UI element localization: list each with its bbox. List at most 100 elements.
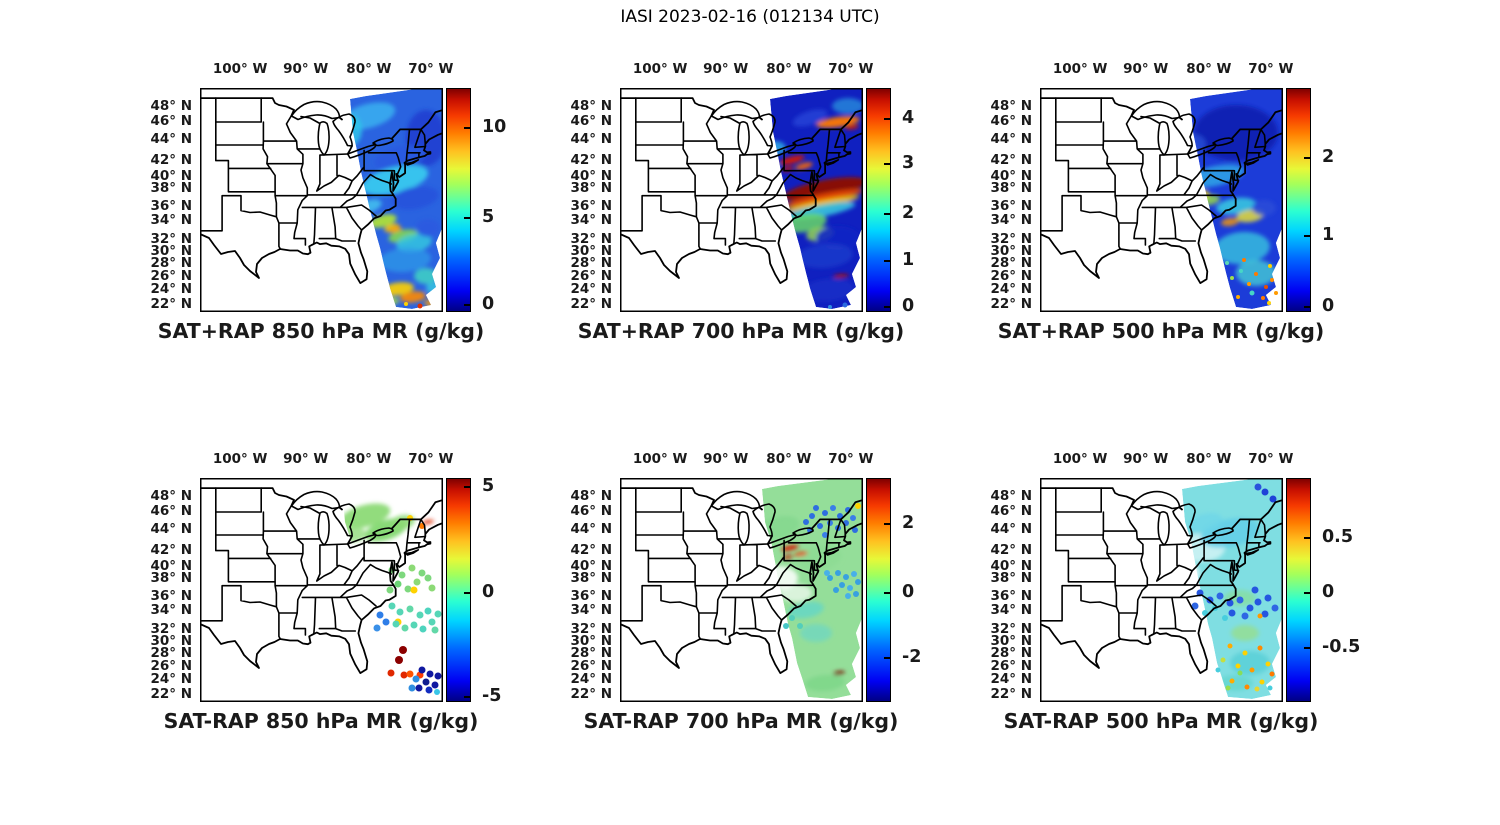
colorbar-tick-mark	[884, 522, 890, 525]
great-lake-outline	[710, 100, 761, 121]
data-dot	[396, 608, 404, 616]
data-dot	[428, 618, 436, 626]
lake-fill	[318, 121, 330, 155]
state-borders	[620, 487, 847, 640]
lat-tick-label: 48° N	[990, 97, 1032, 114]
canada-border	[620, 487, 863, 545]
lat-tick-label: 22° N	[150, 295, 192, 312]
data-dot	[398, 571, 406, 579]
data-dot	[1267, 301, 1271, 305]
great-lake-outline	[346, 143, 377, 159]
great-lake-outline	[792, 137, 814, 147]
lat-tick-label: 36° N	[990, 198, 1032, 215]
lat-tick-label: 30° N	[570, 243, 612, 260]
lat-tick-label: 28° N	[150, 644, 192, 661]
map-panel: 48° N 46° N 44° N 42° N 40° N 38° N 36° N 34° N…	[570, 61, 914, 343]
lat-tick-label: 36° N	[990, 588, 1032, 605]
data-dot	[410, 621, 418, 629]
data-dot	[415, 684, 423, 692]
data-dot	[1235, 663, 1241, 669]
data-dot	[413, 578, 421, 586]
data-dot	[1269, 495, 1277, 503]
data-dot	[418, 666, 426, 674]
axes-frame	[200, 88, 443, 312]
lat-tick-label: 46° N	[150, 502, 192, 519]
data-dot	[1202, 610, 1208, 616]
great-lake-outline	[1172, 503, 1196, 537]
data-dot	[822, 510, 828, 516]
lat-tick-label: 22° N	[150, 685, 192, 702]
data-dot	[1274, 291, 1278, 295]
canada-border	[200, 97, 443, 155]
data-dot	[395, 656, 403, 664]
data-dot	[1225, 261, 1229, 265]
data-dot	[410, 586, 418, 594]
data-dot	[1254, 272, 1258, 276]
lat-tick-label: 44° N	[570, 521, 612, 538]
lat-tick-label: 44° N	[150, 521, 192, 538]
lat-tick-label: 28° N	[990, 254, 1032, 271]
great-lake-outline	[1186, 143, 1217, 159]
data-dot	[1225, 685, 1231, 691]
great-lake-outline	[1157, 121, 1170, 156]
colorbar-tick-mark	[884, 163, 890, 166]
data-dot	[1265, 661, 1271, 667]
lat-tick-label: 36° N	[150, 198, 192, 215]
canada-border	[200, 487, 443, 545]
great-lake-outline	[792, 527, 814, 537]
map-svg	[200, 88, 443, 312]
lat-tick-label: 38° N	[150, 569, 192, 586]
colorbar-tick-label: -0.5	[1322, 636, 1361, 657]
map-svg	[620, 88, 863, 312]
data-dot	[1215, 667, 1221, 673]
colorbar-tick-mark	[1304, 592, 1310, 595]
canada-border	[620, 97, 863, 155]
colorbar-tick-label: 5	[482, 475, 495, 496]
great-lake-outline	[737, 511, 750, 546]
colorbar-tick-label: 10	[482, 116, 507, 137]
data-dot	[789, 615, 795, 621]
colorbar-tick-mark	[1304, 536, 1310, 539]
lat-tick-label: 30° N	[150, 243, 192, 260]
lat-tick-label: 26° N	[570, 657, 612, 674]
data-dot	[828, 305, 832, 309]
colorbar-tick-label: 0	[1322, 582, 1335, 603]
map-panel: 48° N 46° N 44° N 42° N 40° N 38° N 36° N 34° N…	[990, 61, 1334, 343]
lat-tick-label: 40° N	[570, 168, 612, 185]
colorbar-tick-mark	[884, 657, 890, 660]
lat-tick-label: 30° N	[150, 633, 192, 650]
lon-tick-label: 80° W	[346, 61, 392, 77]
data-dot	[387, 669, 395, 677]
lake-fill	[738, 121, 750, 155]
data-dot	[388, 602, 396, 610]
data-swath	[1182, 478, 1283, 699]
lon-tick-label: 70° W	[1248, 451, 1294, 467]
lat-tick-label: 24° N	[150, 280, 192, 297]
colorbar	[866, 88, 891, 312]
map-svg	[1040, 478, 1283, 702]
lat-tick-label: 34° N	[570, 211, 612, 228]
great-lake-outline	[737, 121, 750, 156]
map-panel: 48° N 46° N 44° N 42° N 40° N 38° N 36° N 34° N…	[150, 451, 501, 733]
lat-tick-label: 44° N	[990, 521, 1032, 538]
data-dot	[803, 519, 809, 525]
lat-tick-label: 28° N	[570, 254, 612, 271]
lat-tick-label: 36° N	[570, 588, 612, 605]
data-dot	[408, 564, 416, 572]
state-borders	[1040, 487, 1267, 640]
coastline	[200, 522, 443, 674]
data-dot	[386, 586, 394, 594]
data-dot	[1226, 599, 1234, 607]
great-lake-outline	[317, 511, 330, 546]
data-dot	[1261, 296, 1265, 300]
colorbar	[1286, 88, 1311, 312]
colorbar-tick-label: -2	[902, 647, 922, 668]
lon-tick-label: 90° W	[703, 61, 749, 77]
lat-tick-label: 44° N	[570, 131, 612, 148]
lon-tick-label: 70° W	[828, 61, 874, 77]
great-lake-outline	[317, 121, 330, 156]
lat-tick-label: 46° N	[570, 502, 612, 519]
lake-fill	[1158, 511, 1170, 545]
lat-tick-label: 24° N	[570, 670, 612, 687]
data-dot	[845, 593, 851, 599]
